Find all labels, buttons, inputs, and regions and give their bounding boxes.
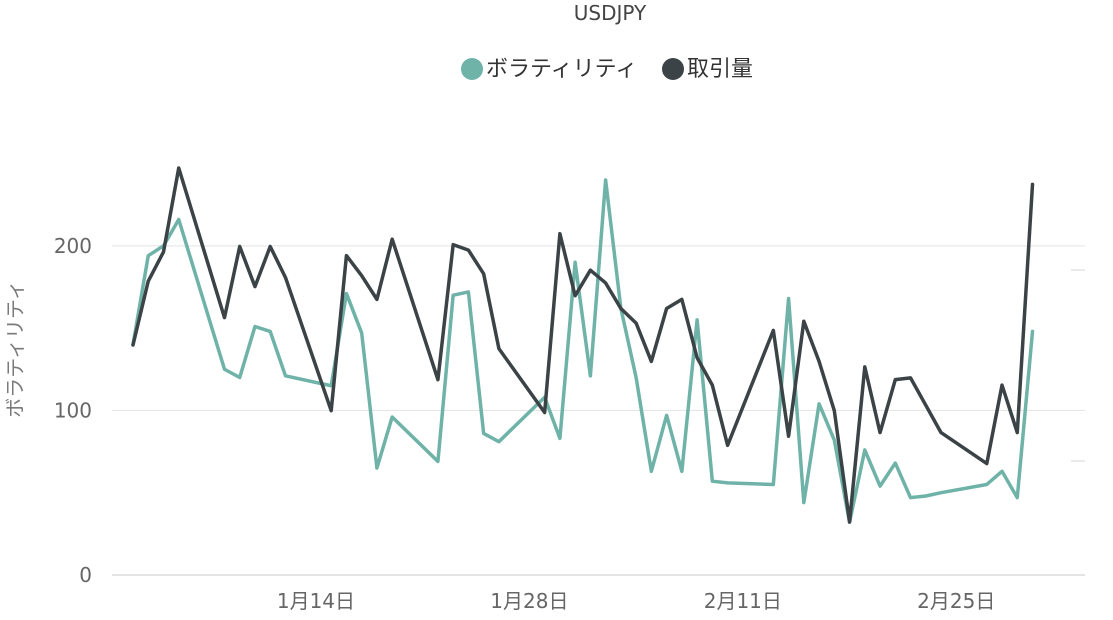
grid: [112, 245, 1085, 576]
x-tick-label-3: 2月25日: [917, 589, 995, 613]
x-tick-label-2: 2月11日: [704, 589, 782, 613]
legend-label-volume: 取引量: [687, 57, 753, 82]
legend: ボラティリティ 取引量: [461, 57, 753, 82]
y-tick-label-1: 100: [54, 398, 92, 422]
series-line-0: [131, 178, 1035, 525]
legend-marker-volatility: [461, 58, 483, 80]
y-axis-title: ボラティリティ: [3, 280, 27, 418]
series-line-1: [131, 166, 1035, 524]
legend-item-volume[interactable]: 取引量: [662, 57, 753, 82]
y-tick-label-2: 200: [54, 234, 92, 258]
y-tick-label-0: 0: [79, 563, 92, 587]
x-tick-label-0: 1月14日: [277, 589, 355, 613]
legend-label-volatility: ボラティリティ: [486, 57, 637, 82]
x-tick-label-1: 1月28日: [490, 589, 568, 613]
series-layer: [131, 166, 1035, 525]
legend-marker-volume: [662, 58, 684, 80]
axes: 0 100 200 1月14日 1月28日 2月11日 2月25日: [54, 234, 1085, 613]
legend-item-volatility[interactable]: ボラティリティ: [461, 57, 637, 82]
chart-title: USDJPY: [574, 1, 647, 25]
